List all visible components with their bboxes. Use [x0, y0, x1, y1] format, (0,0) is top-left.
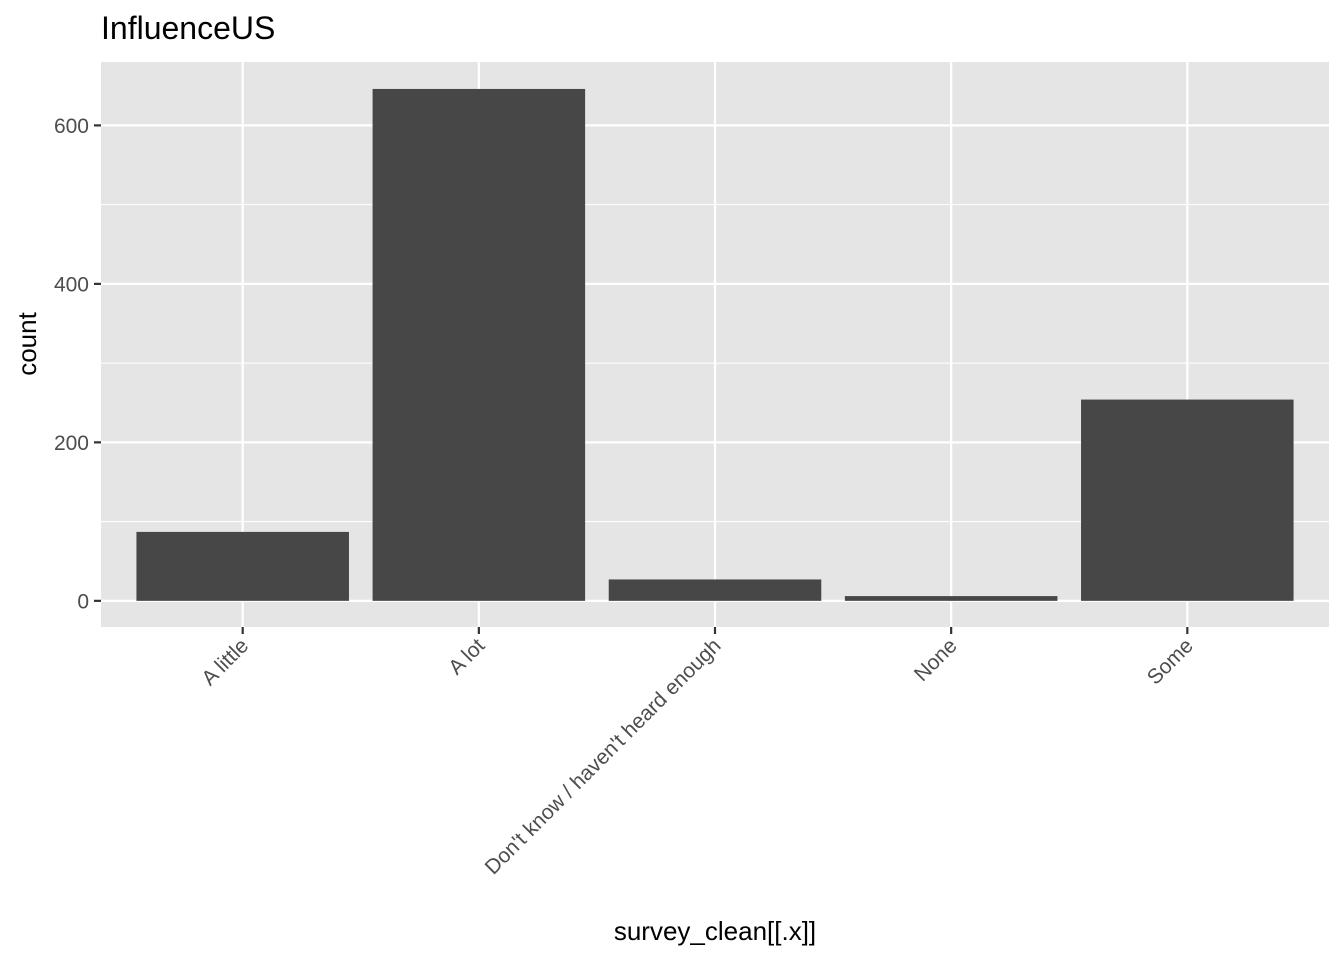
- y-tick-label: 200: [54, 432, 89, 455]
- x-tick-label: Some: [1143, 634, 1198, 689]
- chart-title: InfluenceUS: [101, 10, 275, 46]
- y-axis: 0 200 400 600: [54, 115, 101, 613]
- x-tick-label: A lot: [444, 634, 489, 679]
- y-axis-title: count: [12, 311, 42, 375]
- x-axis-title: survey_clean[[.x]]: [614, 916, 816, 946]
- bar: [844, 596, 1058, 601]
- bar: [608, 579, 822, 601]
- bar: [1081, 399, 1294, 601]
- bars: [136, 88, 1294, 601]
- bar: [136, 531, 349, 601]
- y-tick-label: 400: [54, 273, 89, 296]
- x-tick-label: Don't know / haven't heard enough: [481, 634, 726, 879]
- y-tick-label: 600: [54, 115, 89, 138]
- y-tick-label: 0: [77, 590, 89, 613]
- x-tick-label: A little: [197, 634, 253, 690]
- x-tick-label: None: [910, 634, 962, 686]
- bar: [372, 88, 586, 601]
